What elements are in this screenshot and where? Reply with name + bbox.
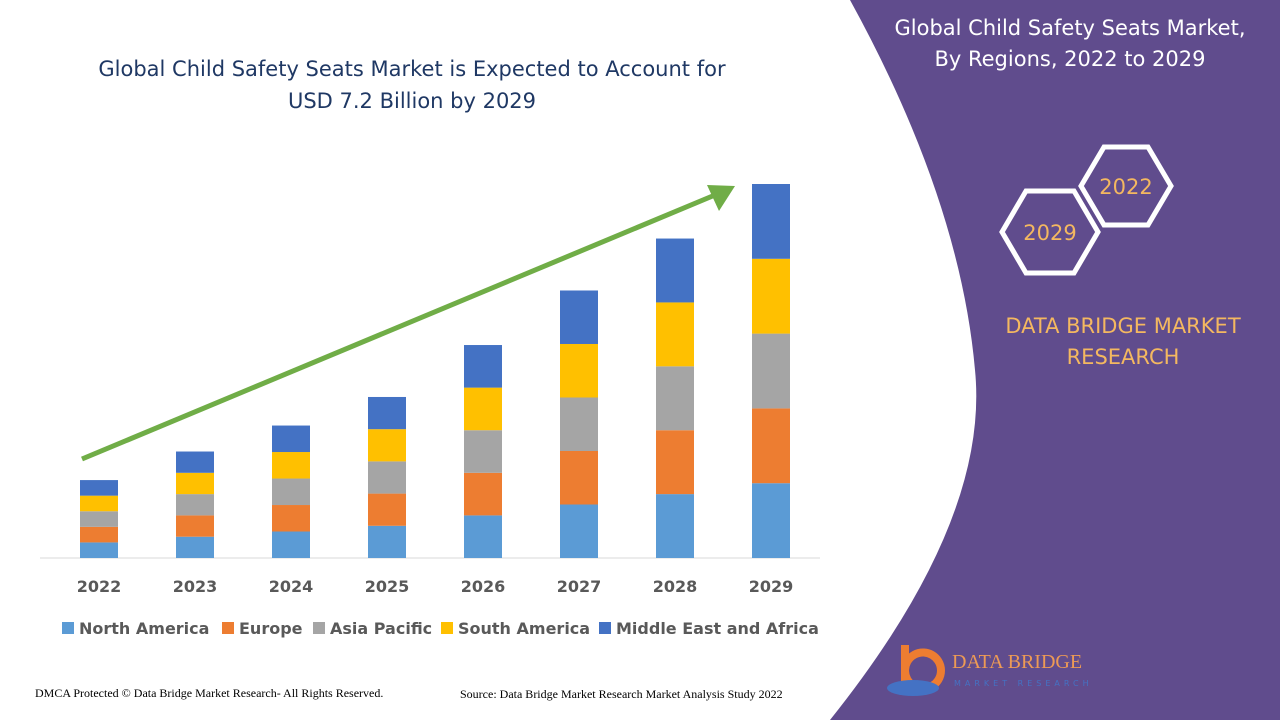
legend-swatch (599, 622, 611, 634)
x-tick-label: 2025 (365, 577, 410, 596)
legend-swatch (222, 622, 234, 634)
bar-segment (752, 184, 790, 259)
x-tick-label: 2029 (749, 577, 794, 596)
legend-label: Middle East and Africa (616, 619, 819, 638)
bar-segment (752, 333, 790, 409)
legend-swatch (62, 622, 74, 634)
logo-tagline: MARKET RESEARCH (954, 679, 1093, 688)
bar-segment (560, 504, 598, 558)
x-tick-label: 2023 (173, 577, 218, 596)
bar-segment (80, 495, 118, 512)
bar-segment (752, 483, 790, 558)
bar-segment (176, 515, 214, 537)
hex-label: 2029 (1023, 221, 1076, 245)
legend-swatch (313, 622, 325, 634)
bar-segment (368, 461, 406, 494)
bar-segment (80, 542, 118, 558)
brand: DATA BRIDGE MARKET RESEARCH (1005, 314, 1240, 369)
footer-left: DMCA Protected © Data Bridge Market Rese… (35, 686, 383, 700)
legend-label: Asia Pacific (330, 619, 432, 638)
bar-segment (752, 408, 790, 484)
x-tick-label: 2028 (653, 577, 698, 596)
bar-segment (176, 494, 214, 516)
bar-segment (272, 505, 310, 532)
bar-segment (368, 429, 406, 462)
logo-name: DATA BRIDGE (952, 651, 1082, 673)
bar-segment (272, 425, 310, 453)
bar-segment (368, 396, 406, 430)
bar-segment (464, 515, 502, 558)
bar-segment (272, 452, 310, 479)
bar-segment (752, 258, 790, 334)
bar-segment (656, 238, 694, 303)
bar-segment (80, 480, 118, 496)
legend-label: Europe (239, 619, 303, 638)
hexagon (999, 188, 1101, 276)
bar-segment (176, 451, 214, 473)
bar-segment (560, 450, 598, 505)
x-tick-label: 2024 (269, 577, 314, 596)
logo-icon (887, 680, 939, 696)
hexagon (1078, 144, 1174, 228)
hex-label: 2022 (1099, 175, 1152, 199)
bar-segment (272, 531, 310, 558)
bar-segment (464, 387, 502, 431)
bar-segment (272, 478, 310, 506)
bar-segment (80, 526, 118, 543)
bar-segment (560, 343, 598, 398)
chart-title: Global Child Safety Seats Market is Expe… (98, 57, 726, 113)
bar-segment (656, 430, 694, 495)
legend-swatch (441, 622, 453, 634)
bar-segment (368, 525, 406, 558)
bar-segment (176, 472, 214, 495)
bar-segment (176, 536, 214, 558)
legend-label: South America (458, 619, 590, 638)
bar-segment (464, 430, 502, 473)
bar-segment (368, 493, 406, 526)
bar-segment (464, 472, 502, 516)
x-tick-label: 2026 (461, 577, 506, 596)
plot: 2022 2023 2024 2025 2026 2027 2028 2029 North Am… (62, 184, 819, 638)
trend-arrow (81, 192, 716, 462)
bar-segment (464, 345, 502, 388)
bar-segment (560, 397, 598, 451)
bar-segment (656, 366, 694, 431)
bar-segment (656, 302, 694, 367)
bar-segment (80, 511, 118, 527)
bar-segment (656, 494, 694, 558)
panel-title: Global Child Safety Seats Market, By Regi… (895, 16, 1246, 71)
footer-right: Source: Data Bridge Market Research Mark… (460, 687, 783, 701)
trend-arrowhead (707, 185, 735, 211)
legend-label: North America (79, 619, 209, 638)
x-tick-label: 2027 (557, 577, 602, 596)
bar-segment (560, 290, 598, 344)
x-tick-label: 2022 (77, 577, 122, 596)
